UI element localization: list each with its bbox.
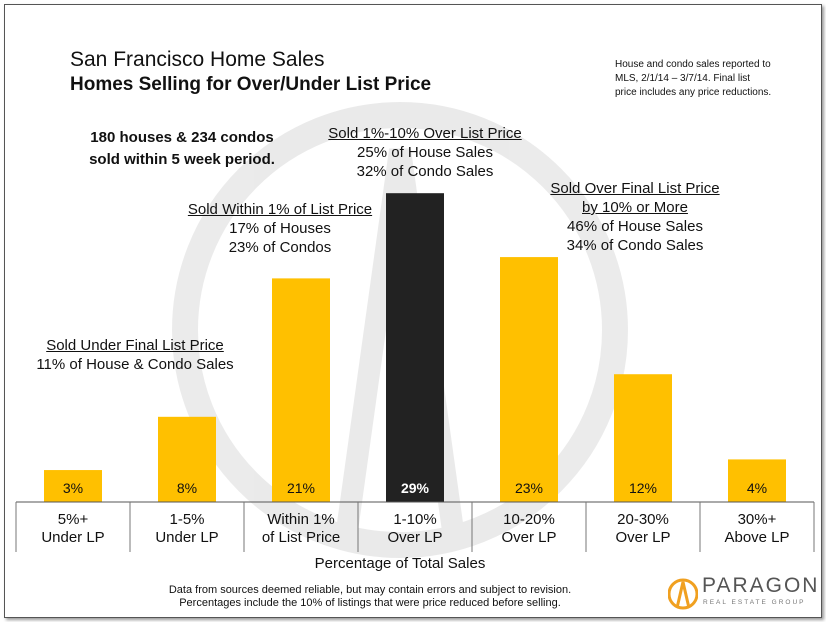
paragon-emblem-icon xyxy=(668,578,698,610)
source-note-line: House and condo sales reported to xyxy=(615,59,771,70)
source-note-line: price includes any price reductions. xyxy=(615,87,772,98)
sales-count-line: sold within 5 week period. xyxy=(89,151,275,168)
x-tick-label-line: 20-30% xyxy=(617,511,669,528)
bar-4 xyxy=(500,257,558,502)
x-tick-label: 1-5% Under LP xyxy=(130,511,244,547)
annotation-1-10pct-over: Sold 1%-10% Over List Price 25% of House… xyxy=(300,124,550,181)
source-note: House and condo sales reported to MLS, 2… xyxy=(615,58,795,100)
x-tick-label-line: Within 1% xyxy=(267,511,335,528)
logo-tagline: REAL ESTATE GROUP xyxy=(703,599,806,606)
x-tick-label-line: 5%+ xyxy=(57,511,89,528)
annotation-within-1pct: Sold Within 1% of List Price 17% of Hous… xyxy=(160,200,400,257)
annotation-heading: Sold Within 1% of List Price xyxy=(187,201,373,218)
x-tick-label-line: 1-5% xyxy=(169,511,205,528)
annotation-over-10pct: Sold Over Final List Price by 10% or Mor… xyxy=(515,179,755,255)
x-tick-label-line: Over LP xyxy=(387,529,443,546)
x-tick-label-line: 30%+ xyxy=(737,511,777,528)
annotation-heading: Sold Under Final List Price xyxy=(46,337,224,354)
logo-wordmark: PARAGON xyxy=(702,574,820,597)
data-label: 4% xyxy=(747,480,767,496)
x-tick-label: 10-20% Over LP xyxy=(472,511,586,547)
x-tick-label-line: 1-10% xyxy=(393,511,437,528)
chart-subtitle: Homes Selling for Over/Under List Price xyxy=(70,74,432,95)
annotation-heading: Sold Over Final List Price xyxy=(550,180,720,197)
bar-3 xyxy=(386,193,444,503)
footer-line: Data from sources deemed reliable, but m… xyxy=(168,584,572,596)
bar-6 xyxy=(728,459,786,502)
source-note-line: MLS, 2/1/14 – 3/7/14. Final list xyxy=(615,73,751,84)
x-axis-title: Percentage of Total Sales xyxy=(314,555,486,572)
data-label: 29% xyxy=(401,480,430,496)
annotation-line: 11% of House & Condo Sales xyxy=(36,356,234,373)
sales-count-line: 180 houses & 234 condos xyxy=(90,129,274,146)
annotation-line: 32% of Condo Sales xyxy=(356,163,494,180)
x-tick-label-line: of List Price xyxy=(261,529,341,546)
chart-title: San Francisco Home Sales xyxy=(70,48,325,71)
x-tick-label: Within 1% of List Price xyxy=(244,511,358,547)
bar-1 xyxy=(158,416,216,502)
footer-line: Percentages include the 10% of listings … xyxy=(179,597,561,609)
chart-frame xyxy=(4,4,822,618)
annotation-heading: Sold 1%-10% Over List Price xyxy=(328,125,522,142)
data-label: 8% xyxy=(177,480,197,496)
x-tick-label: 5%+ Under LP xyxy=(16,511,130,547)
x-tick-label-line: Over LP xyxy=(615,529,671,546)
annotation-line: 34% of Condo Sales xyxy=(566,237,704,254)
data-label: 3% xyxy=(63,480,83,496)
x-tick-label: 20-30% Over LP xyxy=(586,511,700,547)
sales-count-note: 180 houses & 234 condos sold within 5 we… xyxy=(52,127,312,171)
annotation-under-list: Sold Under Final List Price 11% of House… xyxy=(10,336,260,374)
bar-2 xyxy=(272,278,330,502)
data-label: 23% xyxy=(515,480,543,496)
bar-5 xyxy=(614,374,672,502)
x-tick-label-line: 10-20% xyxy=(503,511,555,528)
annotation-heading: by 10% or More xyxy=(582,199,688,216)
x-tick-label-line: Under LP xyxy=(155,529,219,546)
paragon-logo: PARAGON REAL ESTATE GROUP xyxy=(668,572,818,616)
annotation-line: 17% of Houses xyxy=(229,220,331,237)
x-tick-label-line: Above LP xyxy=(724,529,790,546)
x-tick-label-line: Under LP xyxy=(41,529,105,546)
x-tick-label: 1-10% Over LP xyxy=(358,511,472,547)
data-label: 12% xyxy=(629,480,657,496)
bar-0 xyxy=(44,470,102,502)
annotation-line: 46% of House Sales xyxy=(567,218,703,235)
annotation-line: 25% of House Sales xyxy=(357,144,493,161)
footer-disclaimer: Data from sources deemed reliable, but m… xyxy=(90,584,650,610)
annotation-line: 23% of Condos xyxy=(228,239,332,256)
x-tick-label-line: Over LP xyxy=(501,529,557,546)
x-tick-label: 30%+ Above LP xyxy=(700,511,814,547)
data-label: 21% xyxy=(287,480,315,496)
